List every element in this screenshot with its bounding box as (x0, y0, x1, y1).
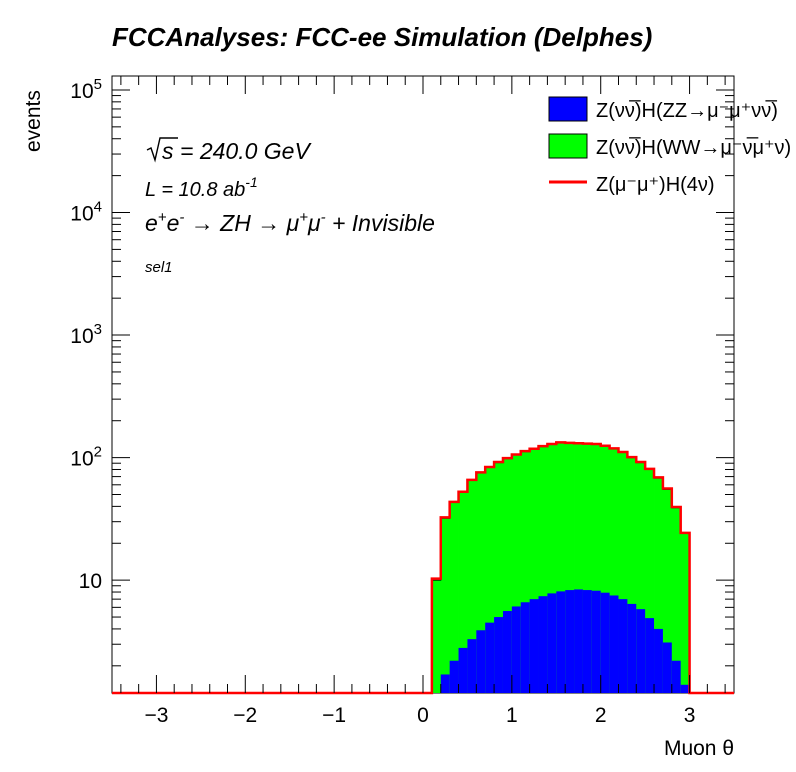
bar-zz-28 (680, 684, 690, 693)
legend-label-mumu: Z(μ⁻μ⁺)H(4ν) (596, 174, 715, 196)
x-axis-ticks: −3 −2 −1 0 1 2 3 (120, 76, 726, 727)
luminosity-label: L = 10.8 ab-1 (145, 174, 258, 201)
legend-swatch-zz (548, 96, 588, 122)
x-tick-label: 2 (595, 704, 607, 727)
y-tick-label: 105 (70, 76, 102, 103)
bar-ww-28 (680, 533, 690, 693)
bar-ww-23 (636, 462, 646, 693)
bar-ww-4 (467, 480, 477, 693)
bar-ww-17 (582, 444, 593, 693)
x-tick-label: 3 (684, 704, 696, 727)
bar-ww-5 (476, 472, 486, 693)
bar-zz-18 (591, 590, 602, 693)
sqrt-s-value: = 240.0 GeV (180, 138, 312, 164)
sqrt-icon (146, 137, 178, 163)
bar-zz-14 (556, 591, 566, 693)
bar-ww-8 (502, 458, 513, 693)
sqrt-s-symbol: s (162, 138, 174, 164)
x-tick-label: 1 (506, 704, 518, 727)
bar-ww-26 (662, 489, 673, 693)
luminosity-text: L = 10.8 ab (145, 179, 245, 201)
bar-ww-13 (547, 444, 557, 693)
overlay-series (112, 441, 734, 695)
bar-ww-6 (485, 467, 495, 693)
bar-zz-26 (662, 642, 673, 693)
bar-zz-2 (449, 660, 459, 693)
bar-ww-24 (645, 469, 655, 693)
y-tick-label: 104 (70, 199, 102, 226)
bar-zz-15 (565, 590, 575, 693)
bar-ww-18 (591, 444, 602, 693)
bar-ww-14 (556, 442, 566, 693)
bar-zz-9 (511, 606, 522, 693)
bar-zz-16 (574, 589, 584, 693)
annotation-sqrt-s: s = 240.0 GeV (146, 137, 312, 164)
bar-ww-19 (600, 446, 610, 693)
overlay-line (112, 441, 734, 695)
x-tick-label: 0 (417, 704, 429, 727)
bar-ww-25 (654, 478, 664, 693)
legend: Z(νν̅)H(ZZ→μ⁻μ⁺νν̅) Z(νν̅)H(WW→μ⁻ν̅μ⁺ν) … (548, 96, 791, 196)
bar-ww-12 (538, 446, 548, 693)
bar-ww-22 (627, 457, 637, 693)
bar-ww-20 (609, 448, 619, 693)
bar-ww-21 (618, 452, 628, 693)
bar-zz-25 (654, 628, 664, 693)
x-tick-label: −1 (322, 704, 346, 727)
legend-label-ww: Z(νν̅)H(WW→μ⁻ν̅μ⁺ν) (596, 136, 791, 159)
bar-zz-13 (547, 593, 557, 693)
y-tick-label: 103 (70, 321, 102, 348)
bar-zz-12 (538, 596, 548, 693)
bar-zz-20 (609, 595, 619, 693)
bar-ww-2 (449, 502, 459, 693)
y-axis-ticks: 10 102 103 104 105 (70, 76, 734, 667)
x-tick-label: −2 (233, 704, 257, 727)
bar-ww-10 (520, 451, 531, 693)
bar-zz-1 (440, 674, 451, 693)
bar-ww-0 (431, 580, 442, 693)
bar-zz-6 (485, 622, 495, 693)
x-axis-label: Muon θ (664, 737, 734, 760)
bar-zz-21 (618, 599, 628, 693)
y-tick-label: 10 (79, 570, 102, 593)
bar-ww-27 (671, 507, 682, 693)
bar-zz-19 (600, 592, 610, 693)
legend-label-zz: Z(νν̅)H(ZZ→μ⁻μ⁺νν̅) (596, 99, 778, 122)
y-axis-label: events (22, 90, 45, 152)
legend-swatch-ww (548, 133, 588, 159)
bar-ww-3 (458, 492, 468, 693)
y-tick-label: 102 (70, 444, 102, 471)
bar-zz-3 (458, 647, 468, 693)
bar-ww-1 (440, 518, 451, 693)
bar-ww-16 (574, 443, 584, 693)
bar-zz-10 (520, 602, 531, 693)
bar-ww-15 (565, 443, 575, 693)
bar-ww-7 (494, 462, 504, 693)
selection-label: sel1 (145, 259, 173, 276)
bar-zz-24 (645, 618, 655, 693)
bar-zz-8 (502, 611, 513, 693)
process-zh: ZH (219, 210, 251, 236)
bar-zz-23 (636, 609, 646, 693)
bar-zz-27 (671, 660, 682, 693)
chart-title: FCCAnalyses: FCC-ee Simulation (Delphes) (112, 22, 652, 52)
bar-zz-5 (476, 630, 486, 693)
bar-zz-11 (529, 599, 539, 693)
bar-zz-17 (582, 590, 593, 693)
bar-ww-11 (529, 449, 539, 693)
bar-ww-9 (511, 455, 522, 693)
bar-zz-22 (627, 603, 637, 693)
bar-zz-7 (494, 617, 504, 693)
x-tick-label: −3 (144, 704, 168, 727)
histogram-bars (431, 442, 691, 693)
luminosity-exponent: -1 (245, 174, 257, 190)
bar-zz-4 (467, 639, 477, 693)
process-label: e+e- → ZH → μ+μ- + Invisible (145, 209, 435, 236)
